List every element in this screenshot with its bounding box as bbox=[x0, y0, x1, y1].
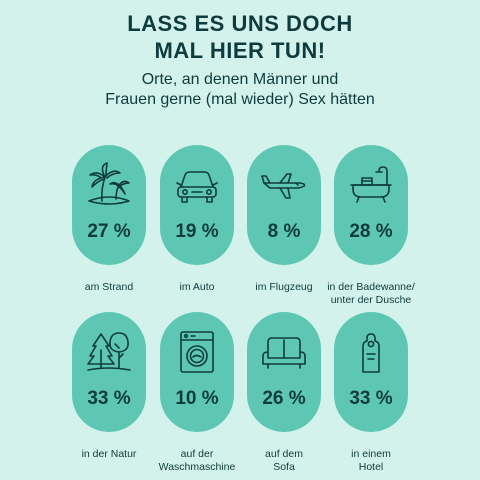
stat-value: 10 % bbox=[175, 388, 219, 409]
stat-value: 26 % bbox=[262, 388, 306, 409]
stat-label-line: auf der bbox=[180, 448, 214, 460]
stat-label: auf dem Sofa bbox=[229, 448, 339, 474]
stat-label: am Strand bbox=[54, 281, 164, 294]
washing-machine-icon bbox=[180, 331, 214, 373]
stat-pill: 28 % bbox=[334, 145, 408, 265]
door-hanger-icon bbox=[362, 333, 380, 373]
stat-label: im Flugzeug bbox=[229, 281, 339, 294]
stat-label-line: am Strand bbox=[84, 281, 134, 293]
stat-label-line: in einem bbox=[351, 448, 391, 460]
page-title: LASS ES UNS DOCH MAL HIER TUN! bbox=[0, 10, 480, 64]
stat-value: 33 % bbox=[349, 388, 393, 409]
stat-label-line: Sofa bbox=[273, 461, 295, 473]
title-line-1: LASS ES UNS DOCH bbox=[127, 11, 353, 36]
stat-pill: 33 % bbox=[72, 312, 146, 432]
stat-value: 8 % bbox=[267, 221, 301, 242]
stat-value: 28 % bbox=[349, 221, 393, 242]
stat-pill: 26 % bbox=[247, 312, 321, 432]
stat-value: 27 % bbox=[87, 221, 131, 242]
stat-label-line: im Auto bbox=[179, 281, 215, 293]
stat-pill: 8 % bbox=[247, 145, 321, 265]
stat-label: im Auto bbox=[142, 281, 252, 294]
bathtub-icon bbox=[350, 166, 392, 203]
stat-label-line: Hotel bbox=[358, 461, 384, 473]
airplane-icon bbox=[261, 173, 306, 199]
trees-icon bbox=[87, 332, 131, 371]
stat-label-line: unter der Dusche bbox=[330, 294, 412, 306]
sofa-icon bbox=[262, 337, 306, 369]
subtitle: Orte, an denen Männer und Frauen gerne (… bbox=[0, 70, 480, 110]
stat-pill: 27 % bbox=[72, 145, 146, 265]
stat-label: in der Badewanne/unter der Dusche bbox=[316, 281, 426, 307]
stat-label-line: Waschmaschine bbox=[158, 461, 236, 473]
stat-label-line: in der Natur bbox=[81, 448, 137, 460]
stat-label: auf der Waschmaschine bbox=[142, 448, 252, 474]
stat-pill: 19 % bbox=[160, 145, 234, 265]
stat-label-line: in der Badewanne/ bbox=[327, 281, 415, 293]
stat-label-line: auf dem bbox=[265, 448, 303, 460]
subtitle-line-2: Frauen gerne (mal wieder) Sex hätten bbox=[105, 91, 375, 108]
title-line-2: MAL HIER TUN! bbox=[154, 38, 326, 63]
stat-value: 33 % bbox=[87, 388, 131, 409]
stat-value: 19 % bbox=[175, 221, 219, 242]
subtitle-line-1: Orte, an denen Männer und bbox=[141, 71, 339, 88]
stat-pill: 33 % bbox=[334, 312, 408, 432]
stat-label: in einem Hotel bbox=[316, 448, 426, 474]
stat-label: in der Natur bbox=[54, 448, 164, 461]
stat-pill: 10 % bbox=[160, 312, 234, 432]
car-icon bbox=[176, 171, 218, 203]
palm-island-icon bbox=[88, 162, 130, 205]
stat-label-line: im Flugzeug bbox=[255, 281, 313, 293]
